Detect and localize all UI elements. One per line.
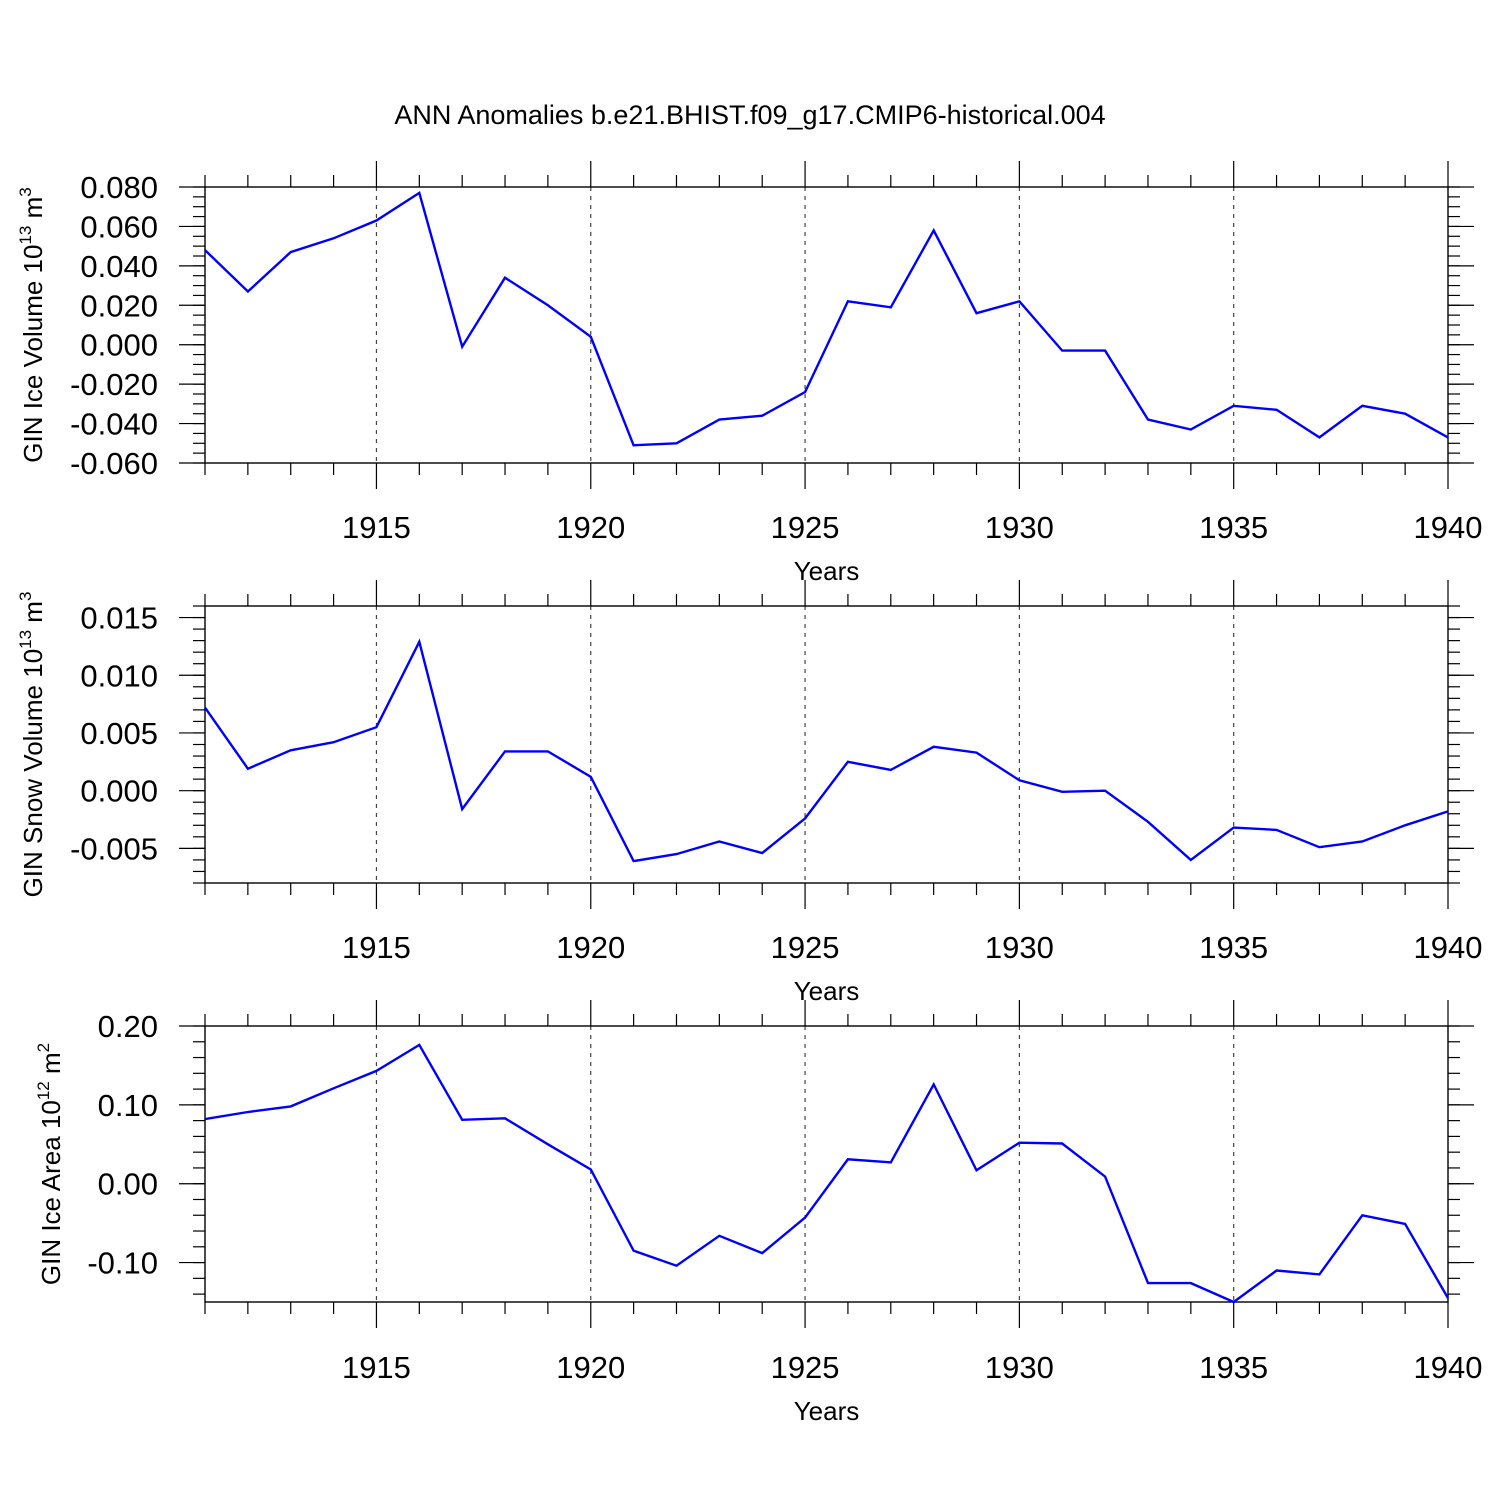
ice-area-plot-frame xyxy=(204,1025,1449,1303)
snow-volume-ytick-label: 0.015 xyxy=(80,601,158,636)
snow-volume-xtick-label: 1920 xyxy=(556,930,625,965)
ice-area-series-line xyxy=(204,1043,1450,1304)
ice-volume-ytick-label: 0.020 xyxy=(80,288,158,323)
snow-volume-x-axis-label: Years xyxy=(794,976,860,1006)
ice-volume-series-line xyxy=(204,191,1449,447)
snow-volume-ytick-label: 0.005 xyxy=(80,716,158,751)
ice-volume-xtick-label: 1915 xyxy=(342,510,411,545)
ice-area-xtick-label: 1930 xyxy=(985,1350,1054,1385)
ice-volume-xtick-label: 1935 xyxy=(1199,510,1268,545)
ice-area-ytick-label: 0.00 xyxy=(98,1167,158,1202)
ice-area-xtick-label: 1940 xyxy=(1414,1350,1483,1385)
ice-volume-plot-frame xyxy=(204,186,1449,464)
snow-volume-plot-frame xyxy=(204,605,1449,884)
ice-area-ytick-label: -0.10 xyxy=(87,1246,158,1281)
ice-area-xtick-label: 1920 xyxy=(556,1350,625,1385)
ice-volume-xtick-label: 1920 xyxy=(556,510,625,545)
snow-volume-xtick-label: 1930 xyxy=(985,930,1054,965)
ice-volume-xtick-label: 1930 xyxy=(985,510,1054,545)
ice-area-x-axis-label: Years xyxy=(794,1396,860,1426)
snow-volume-xtick-label: 1915 xyxy=(342,930,411,965)
ice-area-ytick-label: 0.20 xyxy=(98,1009,158,1044)
snow-volume-xtick-label: 1940 xyxy=(1414,930,1483,965)
ice-volume-x-axis-label: Years xyxy=(794,556,860,586)
ice-volume-ytick-label: 0.040 xyxy=(80,249,158,284)
snow-volume-series-line xyxy=(204,638,1449,863)
ice-area-xtick-label: 1925 xyxy=(771,1350,840,1385)
snow-volume-xtick-label: 1935 xyxy=(1199,930,1268,965)
snow-volume-ytick-label: 0.010 xyxy=(80,658,158,693)
ice-volume-ytick-label: 0.080 xyxy=(80,170,158,205)
snow-volume-y-axis-label: GIN Snow Volume 1013 m3 xyxy=(16,592,48,898)
ice-area-xtick-label: 1935 xyxy=(1199,1350,1268,1385)
chart-title: ANN Anomalies b.e21.BHIST.f09_g17.CMIP6-… xyxy=(394,100,1105,130)
ice-volume-xtick-label: 1940 xyxy=(1414,510,1483,545)
ice-area-xtick-label: 1915 xyxy=(342,1350,411,1385)
ice-volume-ytick-label: -0.060 xyxy=(70,446,158,481)
ice-area-ytick-label: 0.10 xyxy=(98,1088,158,1123)
snow-volume-ytick-label: 0.000 xyxy=(80,774,158,809)
ice-volume-xtick-label: 1925 xyxy=(771,510,840,545)
ice-volume-y-axis-label: GIN Ice Volume 1013 m3 xyxy=(16,187,48,463)
ice-volume-ytick-label: -0.020 xyxy=(70,367,158,402)
ice-volume-ytick-label: 0.060 xyxy=(80,209,158,244)
snow-volume-xtick-label: 1925 xyxy=(771,930,840,965)
ice-volume-ytick-label: 0.000 xyxy=(80,328,158,363)
ice-volume-ytick-label: -0.040 xyxy=(70,407,158,442)
ice-area-y-axis-label: GIN Ice Area 1012 m2 xyxy=(34,1043,66,1285)
snow-volume-ytick-label: -0.005 xyxy=(70,831,158,866)
